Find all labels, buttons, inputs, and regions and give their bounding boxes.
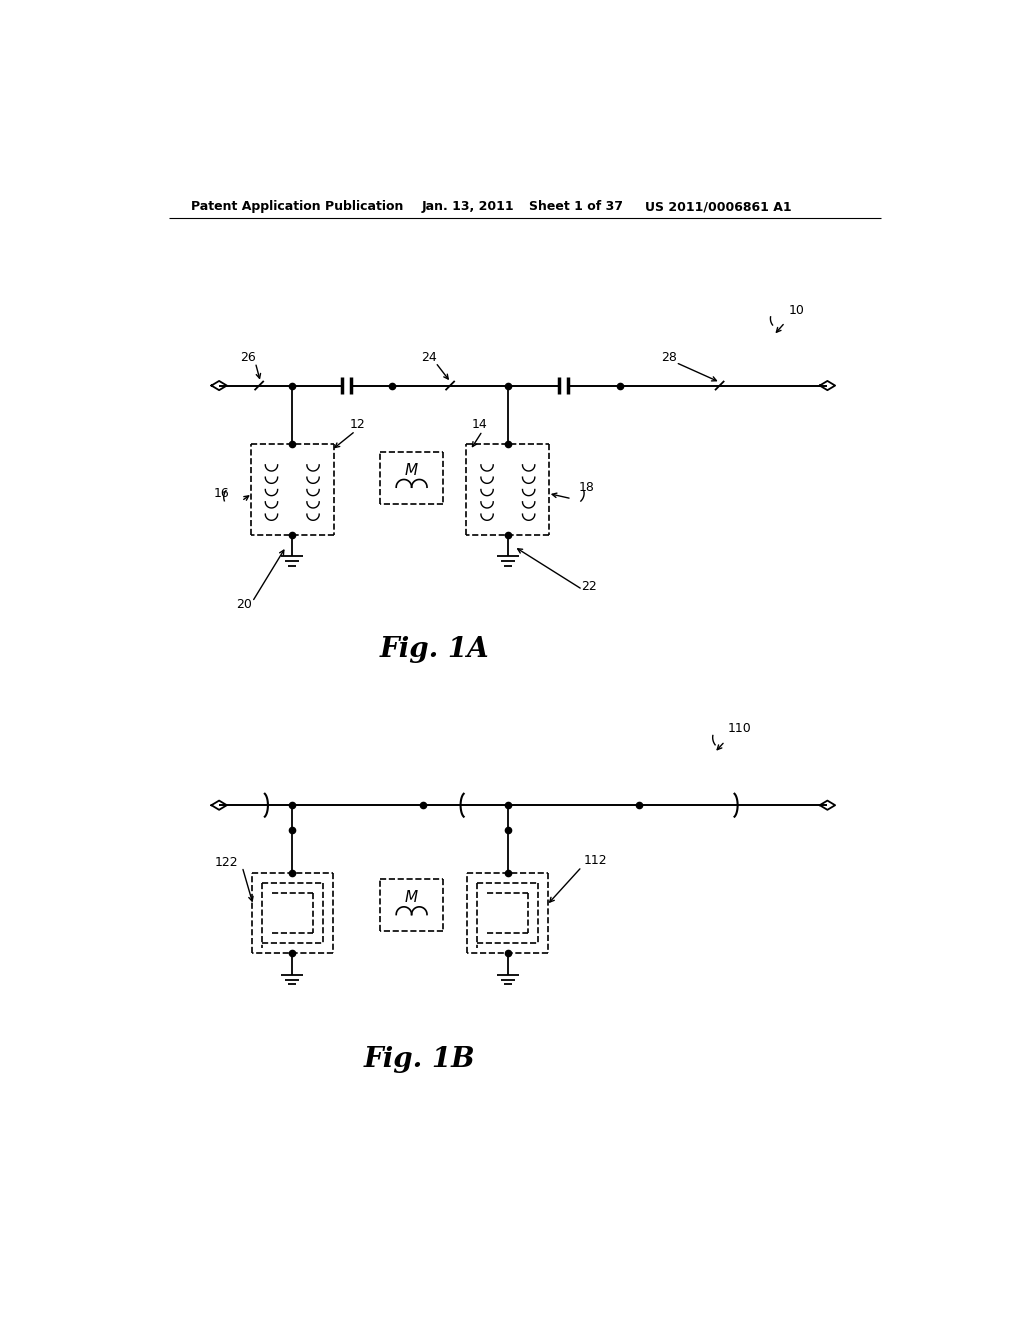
Text: US 2011/0006861 A1: US 2011/0006861 A1	[645, 201, 792, 214]
Text: 26: 26	[240, 351, 255, 363]
Text: Patent Application Publication: Patent Application Publication	[190, 201, 403, 214]
Text: 12: 12	[350, 417, 366, 430]
Text: Fig. 1A: Fig. 1A	[380, 636, 489, 663]
Text: Fig. 1B: Fig. 1B	[364, 1045, 475, 1073]
Text: Sheet 1 of 37: Sheet 1 of 37	[529, 201, 624, 214]
Text: 10: 10	[788, 305, 805, 317]
Text: 122: 122	[215, 857, 239, 870]
Text: 20: 20	[237, 598, 253, 611]
Text: 18: 18	[579, 480, 595, 494]
Text: M: M	[406, 890, 418, 906]
Text: 112: 112	[584, 854, 607, 867]
Text: 24: 24	[422, 351, 437, 363]
Text: 14: 14	[471, 417, 487, 430]
Text: M: M	[406, 463, 418, 478]
Text: 110: 110	[727, 722, 751, 735]
Text: Jan. 13, 2011: Jan. 13, 2011	[422, 201, 514, 214]
Text: 22: 22	[581, 579, 597, 593]
Text: 16: 16	[213, 487, 229, 500]
Text: 28: 28	[662, 351, 678, 363]
